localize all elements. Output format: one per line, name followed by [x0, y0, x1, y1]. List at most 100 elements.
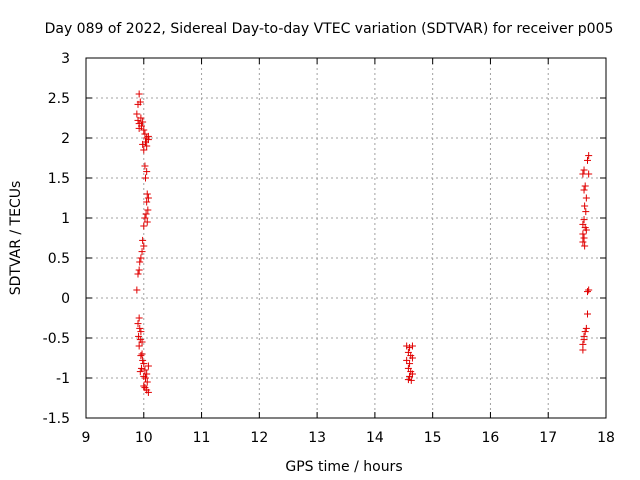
data-point: [580, 216, 588, 224]
data-point: [580, 336, 588, 344]
data-point: [585, 170, 593, 178]
data-point: [142, 174, 150, 182]
data-point: [136, 258, 144, 266]
data-point: [143, 218, 151, 226]
data-point: [143, 134, 151, 142]
data-point: [137, 364, 145, 372]
y-tick-label: -1.5: [43, 411, 70, 427]
data-point: [136, 324, 144, 332]
x-tick-label: 14: [366, 430, 384, 446]
data-point: [404, 376, 412, 384]
data-point: [582, 226, 590, 234]
data-point: [141, 366, 149, 374]
data-point: [581, 202, 589, 210]
x-tick-label: 18: [597, 430, 615, 446]
data-point: [144, 132, 152, 140]
data-point: [141, 214, 149, 222]
data-point: [403, 356, 411, 364]
y-tick-label: 2.5: [48, 91, 70, 107]
x-tick-label: 10: [135, 430, 153, 446]
y-tick-label: 3: [61, 51, 70, 67]
data-point: [142, 210, 150, 218]
data-point: [584, 310, 592, 318]
data-point: [135, 266, 143, 274]
data-point: [141, 162, 149, 170]
data-point: [141, 384, 149, 392]
data-point: [143, 168, 151, 176]
data-point: [137, 328, 145, 336]
data-point: [580, 234, 588, 242]
data-point: [139, 356, 147, 364]
data-point: [135, 332, 143, 340]
y-axis-label: SDTVAR / TECUs: [8, 181, 24, 296]
data-point: [144, 206, 152, 214]
data-point: [140, 382, 148, 390]
x-tick-label: 16: [482, 430, 500, 446]
data-point: [140, 126, 148, 134]
data-point: [138, 248, 146, 256]
data-point: [136, 98, 144, 106]
data-point: [581, 182, 589, 190]
y-tick-label: -0.5: [43, 331, 70, 347]
data-point: [406, 344, 414, 352]
data-point: [580, 166, 588, 174]
y-tick-label: -1: [56, 371, 70, 387]
data-point: [579, 346, 587, 354]
data-point: [143, 190, 151, 198]
data-point: [144, 388, 152, 396]
data-point: [137, 122, 145, 130]
data-point: [137, 352, 145, 360]
data-point: [138, 350, 146, 358]
data-point: [581, 242, 589, 250]
y-tick-label: 0.5: [48, 251, 70, 267]
data-point: [133, 286, 141, 294]
data-point: [136, 368, 144, 376]
data-points: [133, 90, 593, 396]
data-point: [582, 194, 590, 202]
data-point: [137, 254, 145, 262]
data-point: [134, 270, 142, 278]
data-point: [581, 328, 589, 336]
x-tick-label: 13: [308, 430, 326, 446]
data-point: [144, 362, 152, 370]
data-point: [139, 118, 147, 126]
x-tick-label: 9: [82, 430, 91, 446]
data-point: [406, 372, 414, 380]
data-point: [407, 376, 415, 384]
data-point: [140, 372, 148, 380]
data-point: [138, 338, 146, 346]
data-point: [582, 324, 590, 332]
y-tick-label: 1: [61, 211, 70, 227]
data-point: [580, 186, 588, 194]
data-point: [584, 156, 592, 164]
data-point: [139, 236, 147, 244]
data-point: [135, 342, 143, 350]
data-point: [406, 360, 414, 368]
y-tick-label: 2: [61, 131, 70, 147]
data-point: [143, 378, 151, 386]
data-point: [135, 90, 143, 98]
data-point: [408, 342, 416, 350]
x-tick-label: 17: [539, 430, 557, 446]
data-point: [143, 142, 151, 150]
data-point: [579, 238, 587, 246]
data-point: [139, 140, 147, 148]
data-point: [408, 354, 416, 362]
data-point: [582, 208, 590, 216]
x-tick-label: 12: [250, 430, 268, 446]
x-tick-label: 11: [193, 430, 211, 446]
data-point: [140, 360, 148, 368]
chart-title: Day 089 of 2022, Sidereal Day-to-day VTE…: [45, 21, 614, 37]
data-point: [140, 222, 148, 230]
data-point: [134, 320, 142, 328]
data-point: [140, 146, 148, 154]
data-point: [137, 114, 145, 122]
x-tick-label: 15: [424, 430, 442, 446]
data-point: [135, 314, 143, 322]
grid-lines: [86, 58, 606, 418]
axis-ticks: 9 10 11 12 13 14 15 16 17 18 3 2.5 2 1.5 1 0.5 0 -0.5 -1 -1…: [43, 51, 615, 446]
data-point: [143, 198, 151, 206]
data-point: [140, 242, 148, 250]
data-point: [144, 194, 152, 202]
